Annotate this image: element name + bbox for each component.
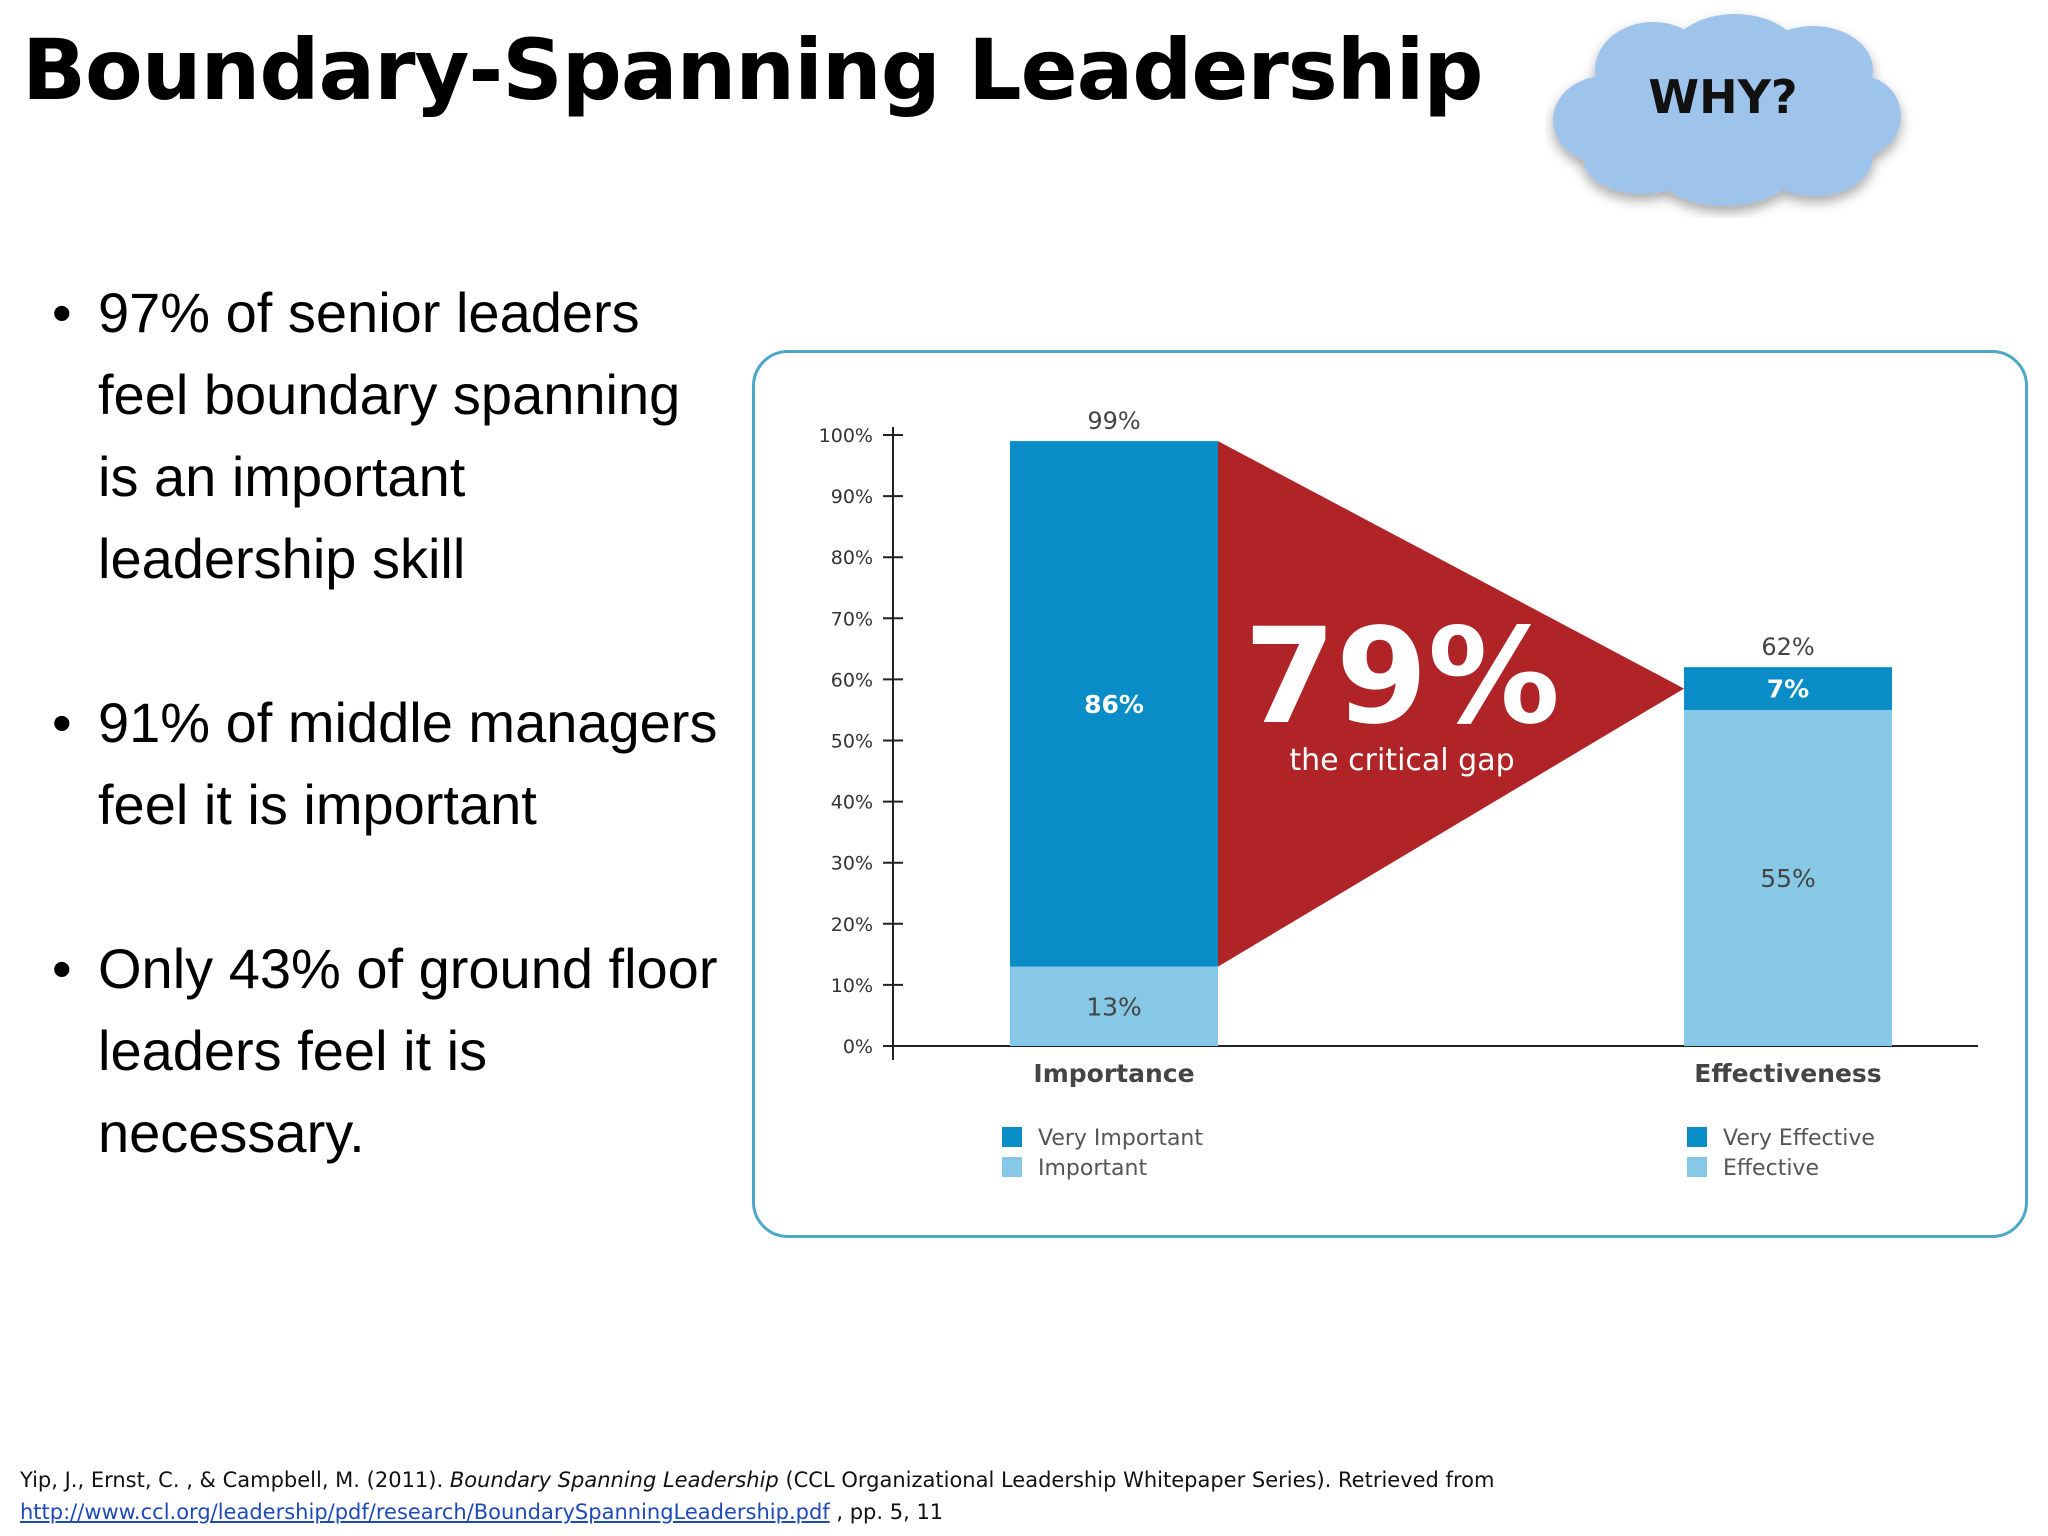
why-cloud: WHY? <box>1545 8 1925 218</box>
legend-swatch <box>1687 1127 1707 1147</box>
y-tick-label: 100% <box>819 425 873 447</box>
bullet-text: 91% of middle managers feel it is import… <box>98 691 718 836</box>
data-label: 86% <box>1084 690 1144 719</box>
bar-segment <box>1684 709 1892 1046</box>
gap-label: the critical gap <box>1289 743 1514 778</box>
y-tick-label: 0% <box>843 1036 873 1058</box>
bullet-list: • 97% of senior leaders feel boundary sp… <box>52 272 732 1174</box>
legend-label: Effective <box>1723 1156 1819 1181</box>
y-tick-label: 80% <box>831 547 873 569</box>
bullet-marker: • <box>52 937 72 1000</box>
total-label: 62% <box>1761 633 1814 661</box>
slide-title: Boundary-Spanning Leadership <box>22 21 1483 119</box>
data-label: 13% <box>1086 992 1142 1021</box>
y-tick-label: 60% <box>831 669 873 691</box>
citation-title: Boundary Spanning Leadership <box>449 1468 779 1492</box>
bullet-text: Only 43% of ground floor leaders feel it… <box>98 937 718 1164</box>
bullet-item: • 97% of senior leaders feel boundary sp… <box>52 272 732 600</box>
legend-swatch <box>1002 1127 1022 1147</box>
bar-segment <box>1684 667 1892 710</box>
bullet-marker: • <box>52 691 72 754</box>
why-label: WHY? <box>1648 70 1798 124</box>
legend-swatch <box>1002 1157 1022 1177</box>
legend-label: Very Effective <box>1723 1126 1875 1151</box>
data-label: 55% <box>1760 864 1816 893</box>
y-tick-label: 30% <box>831 853 873 875</box>
cloud-shape-icon <box>1553 14 1901 206</box>
legend-label: Important <box>1038 1156 1147 1181</box>
y-tick-label: 40% <box>831 792 873 814</box>
y-tick-label: 70% <box>831 608 873 630</box>
category-label: Effectiveness <box>1694 1059 1881 1088</box>
gap-triangle <box>1218 441 1684 967</box>
citation-line-1: Yip, J., Ernst, C. , & Campbell, M. (201… <box>20 1464 1920 1496</box>
citation-line-2: http://www.ccl.org/leadership/pdf/resear… <box>20 1496 1920 1528</box>
citation-series: (CCL Organizational Leadership Whitepape… <box>785 1468 1495 1492</box>
gap-chart: 0% 10% 20% 30% 40% 50% 60% 70% 80% 90% 100% 13% 86% 9… <box>819 407 1978 1181</box>
y-tick-label: 50% <box>831 731 873 753</box>
citation-link[interactable]: http://www.ccl.org/leadership/pdf/resear… <box>20 1500 830 1524</box>
total-label: 99% <box>1087 407 1140 435</box>
legend-label: Very Important <box>1038 1126 1203 1151</box>
citation-pages: , pp. 5, 11 <box>836 1500 944 1524</box>
y-tick-label: 10% <box>831 975 873 997</box>
category-label: Importance <box>1033 1059 1194 1088</box>
gap-value: 79% <box>1244 600 1560 754</box>
bullet-text: 97% of senior leaders feel boundary span… <box>98 281 681 590</box>
y-tick-label: 20% <box>831 914 873 936</box>
bar-segment <box>1010 966 1218 1046</box>
data-label: 7% <box>1767 675 1809 704</box>
y-tick-label: 90% <box>831 486 873 508</box>
citation-authors: Yip, J., Ernst, C. , & Campbell, M. (201… <box>20 1468 444 1492</box>
bullet-marker: • <box>52 281 72 344</box>
citation: Yip, J., Ernst, C. , & Campbell, M. (201… <box>20 1464 1920 1528</box>
bullet-item: • 91% of middle managers feel it is impo… <box>52 682 732 846</box>
bullet-item: • Only 43% of ground floor leaders feel … <box>52 928 732 1174</box>
legend-swatch <box>1687 1157 1707 1177</box>
bar-segment <box>1010 441 1218 967</box>
